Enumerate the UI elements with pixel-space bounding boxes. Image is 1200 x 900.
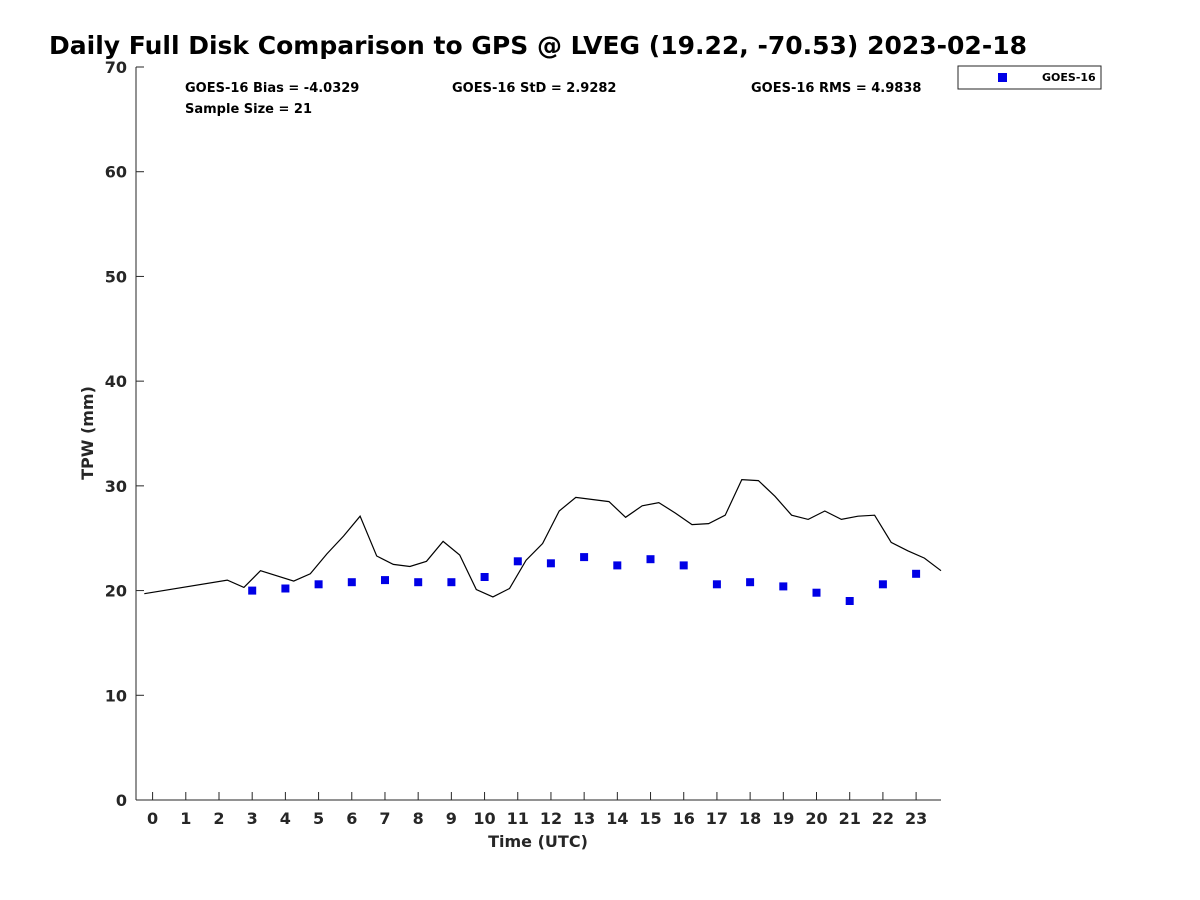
- x-tick-label: 16: [673, 809, 695, 828]
- goes16-data-point: [679, 561, 688, 570]
- goes16-data-point: [314, 580, 323, 589]
- x-tick-label: 9: [446, 809, 457, 828]
- x-tick-label: 23: [905, 809, 927, 828]
- goes16-data-point: [347, 578, 356, 587]
- goes16-data-point: [580, 553, 589, 562]
- x-axis-label: Time (UTC): [488, 832, 588, 851]
- x-tick-label: 6: [346, 809, 357, 828]
- goes16-data-point: [480, 573, 489, 581]
- goes16-data-point: [646, 555, 655, 564]
- x-tick-label: 2: [213, 809, 224, 828]
- bias-stat: GOES-16 Bias = -4.0329: [185, 81, 359, 96]
- x-tick-label: 8: [413, 809, 424, 828]
- goes16-data-point: [447, 578, 456, 587]
- y-tick-label: 20: [105, 582, 127, 601]
- goes16-data-point: [746, 578, 755, 587]
- x-tick-label: 4: [280, 809, 291, 828]
- goes16-data-point: [513, 557, 522, 566]
- y-tick-label: 40: [105, 372, 127, 391]
- x-tick-label: 17: [706, 809, 728, 828]
- x-tick-label: 10: [473, 809, 495, 828]
- legend-box: [957, 65, 1102, 90]
- goes16-data-point: [414, 578, 423, 587]
- x-tick-label: 14: [606, 809, 628, 828]
- y-axis-ticks: 0 10 20 30 40 50 60 70: [105, 58, 144, 810]
- goes16-data-point: [281, 584, 290, 593]
- goes16-data-point: [381, 576, 389, 585]
- y-tick-label: 10: [105, 686, 127, 705]
- legend-label-goes16: GOES-16: [1042, 71, 1096, 84]
- goes16-data-point: [878, 580, 887, 589]
- goes16-data-point: [613, 561, 622, 570]
- x-tick-label: 21: [839, 809, 861, 828]
- plot-background: [136, 67, 941, 800]
- y-tick-label: 60: [105, 163, 127, 182]
- x-tick-label: 5: [313, 809, 324, 828]
- x-axis-ticks: 0 1 2 3 4 5 6 7 8 9 10 11 12 13 14 15 16 17 18 19 20 21 22 23: [147, 792, 927, 828]
- x-tick-label: 19: [772, 809, 794, 828]
- chart-title: Daily Full Disk Comparison to GPS @ LVEG…: [49, 31, 1027, 60]
- goes16-data-point: [712, 580, 721, 589]
- goes16-data-point: [248, 586, 257, 595]
- y-tick-label: 50: [105, 267, 127, 286]
- x-tick-label: 11: [507, 809, 529, 828]
- x-tick-label: 0: [147, 809, 158, 828]
- std-stat: GOES-16 StD = 2.9282: [452, 81, 616, 96]
- goes16-data-point: [779, 582, 788, 591]
- x-tick-label: 1: [180, 809, 191, 828]
- series-layer: [144, 478, 942, 605]
- x-tick-label: 20: [805, 809, 827, 828]
- y-tick-label: 30: [105, 477, 127, 496]
- x-tick-label: 3: [247, 809, 258, 828]
- goes16-data-point: [912, 569, 921, 578]
- x-tick-label: 22: [872, 809, 894, 828]
- legend-marker-goes16: [998, 73, 1007, 82]
- goes16-data-point: [812, 588, 821, 597]
- x-tick-label: 13: [573, 809, 595, 828]
- goes16-data-point: [546, 559, 555, 568]
- y-tick-label: 0: [116, 791, 127, 810]
- x-tick-label: 7: [379, 809, 390, 828]
- sample-size-stat: Sample Size = 21: [185, 102, 312, 117]
- y-tick-label: 70: [105, 58, 127, 77]
- y-axis-label: TPW (mm): [78, 386, 97, 480]
- legend: GOES-16: [957, 65, 1102, 90]
- x-tick-label: 15: [639, 809, 661, 828]
- x-tick-label: 18: [739, 809, 761, 828]
- goes16-data-point: [845, 597, 854, 605]
- x-tick-label: 12: [540, 809, 562, 828]
- gps-tpw-line: [144, 478, 942, 598]
- rms-stat: GOES-16 RMS = 4.9838: [751, 81, 921, 96]
